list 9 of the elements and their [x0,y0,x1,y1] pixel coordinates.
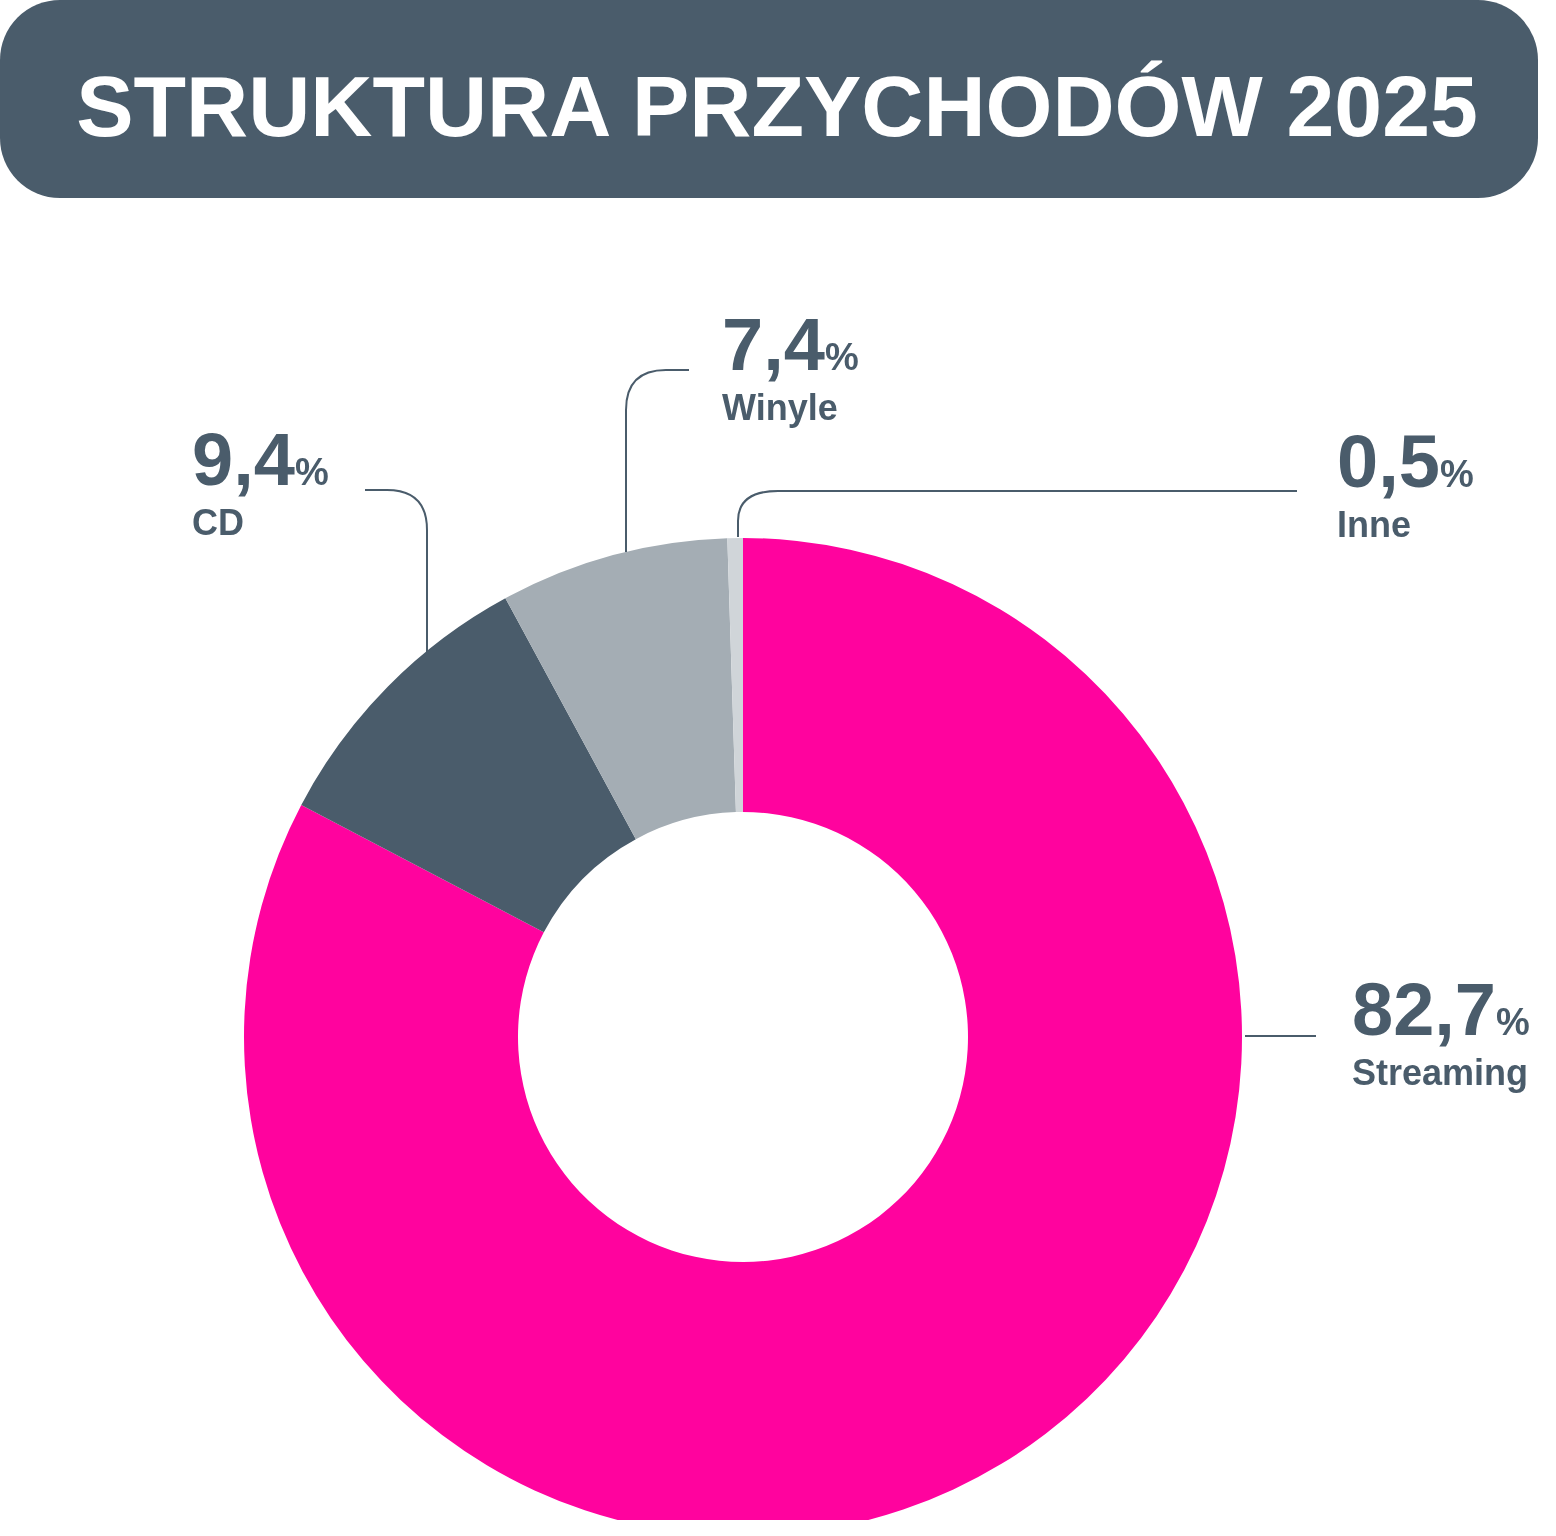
chart-title: STRUKTURA PRZYCHODÓW 2025 [76,58,1478,154]
data-label: 9,4% [192,418,329,501]
data-label: 0,5% [1337,420,1474,503]
data-label: 7,4% [722,303,859,386]
slice-label: Winyle [722,387,838,428]
slice-label: CD [192,502,244,543]
slice-label: Streaming [1352,1052,1529,1093]
slice-label: Inne [1337,504,1412,545]
data-label: 82,7% [1352,968,1530,1051]
